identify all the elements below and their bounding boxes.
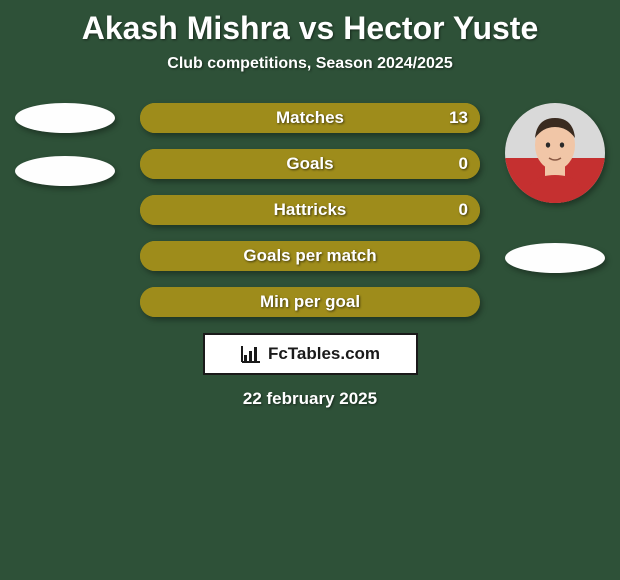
footer-date: 22 february 2025 — [0, 389, 620, 409]
stat-bar: Goals 0 — [140, 149, 480, 179]
stat-value-right: 0 — [459, 154, 468, 174]
player-right-avatar — [505, 103, 605, 203]
stat-row: Goals 0 — [140, 149, 480, 179]
stat-bar: Min per goal — [140, 287, 480, 317]
stat-bar: Hattricks 0 — [140, 195, 480, 225]
player-right-placeholder — [505, 243, 605, 273]
page-subtitle: Club competitions, Season 2024/2025 — [0, 55, 620, 73]
stat-row: Hattricks 0 — [140, 195, 480, 225]
player-left-placeholder-2 — [15, 156, 115, 186]
stat-label: Min per goal — [260, 292, 360, 312]
brand-chart-icon — [240, 344, 262, 364]
brand-text: FcTables.com — [268, 344, 380, 364]
stat-value-right: 0 — [459, 200, 468, 220]
stat-row: Goals per match — [140, 241, 480, 271]
stat-label: Matches — [276, 108, 344, 128]
stat-bars: Matches 13 Goals 0 Hattricks 0 Goals per match… — [140, 103, 480, 317]
stat-value-right: 13 — [449, 108, 468, 128]
stat-label: Goals — [286, 154, 333, 174]
stat-bar: Goals per match — [140, 241, 480, 271]
stat-label: Hattricks — [274, 200, 347, 220]
stat-label: Goals per match — [243, 246, 376, 266]
stat-row: Matches 13 — [140, 103, 480, 133]
brand-box[interactable]: FcTables.com — [203, 333, 418, 375]
player-left-column — [10, 103, 120, 186]
player-left-placeholder-1 — [15, 103, 115, 133]
stat-row: Min per goal — [140, 287, 480, 317]
comparison-content: Matches 13 Goals 0 Hattricks 0 Goals per match… — [0, 103, 620, 409]
stat-bar: Matches 13 — [140, 103, 480, 133]
avatar-image-icon — [505, 103, 605, 203]
page-title: Akash Mishra vs Hector Yuste — [0, 0, 620, 47]
player-right-column — [500, 103, 610, 273]
